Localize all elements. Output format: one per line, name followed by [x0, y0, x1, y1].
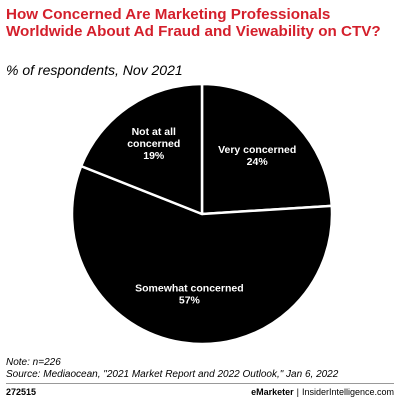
chart-title: How Concerned Are Marketing Professional…	[6, 6, 381, 40]
pie-slice-name: Somewhat concerned	[135, 283, 244, 295]
chart-id: 272515	[6, 387, 37, 397]
footer-brand: eMarketer | InsiderIntelligence.com	[251, 387, 394, 397]
pie-slice-name: Not at all	[132, 126, 176, 138]
pie-slice-name: concerned	[127, 138, 180, 150]
pie-slice-1	[70, 164, 334, 346]
pie-slice-name: Very concerned	[218, 144, 296, 156]
pie-slice-label-1: Somewhat concerned 57%	[135, 283, 244, 307]
brand-separator: |	[296, 387, 299, 397]
brand-name: eMarketer	[251, 387, 294, 397]
pie-slice-0	[200, 82, 333, 216]
brand-site: InsiderIntelligence.com	[301, 387, 394, 397]
pie-slice-value: 19%	[143, 150, 165, 162]
pie-slice-value: 57%	[179, 295, 201, 307]
chart-note: Note: n=226	[6, 357, 61, 368]
chart-source: Source: Mediaocean, "2021 Market Report …	[6, 369, 339, 380]
footer-divider	[6, 383, 394, 384]
pie-slice-label-2: Not at all concerned 19%	[127, 126, 180, 162]
pie-slice-2	[79, 82, 204, 216]
chart-subtitle: % of respondents, Nov 2021	[6, 62, 183, 78]
pie-slice-value: 24%	[247, 156, 269, 168]
pie-slice-label-0: Very concerned 24%	[218, 144, 296, 168]
